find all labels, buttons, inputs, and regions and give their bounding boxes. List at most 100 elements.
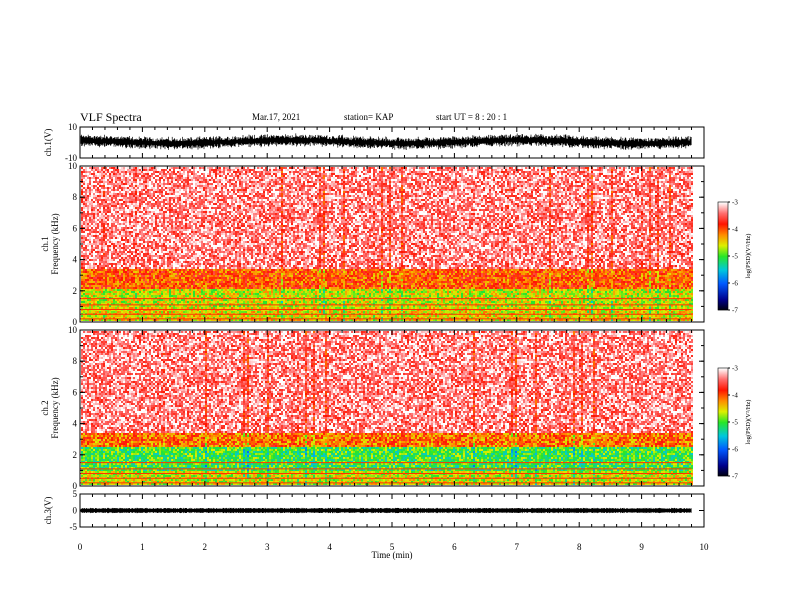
- psd-cell: [83, 263, 85, 265]
- psd-cell: [175, 215, 177, 217]
- psd-cell: [167, 275, 169, 277]
- psd-cell: [109, 261, 111, 263]
- psd-cell: [161, 287, 163, 289]
- psd-cell: [165, 243, 167, 245]
- psd-cell: [169, 189, 171, 191]
- psd-cell: [125, 169, 127, 171]
- psd-cell: [153, 247, 155, 249]
- psd-cell: [175, 319, 177, 321]
- psd-cell: [163, 297, 165, 299]
- psd-cell: [157, 237, 159, 239]
- psd-cell: [183, 199, 185, 201]
- psd-cell: [177, 207, 179, 209]
- psd-cell: [117, 239, 119, 241]
- psd-cell: [201, 289, 203, 291]
- psd-cell: [83, 267, 85, 269]
- psd-cell: [109, 191, 111, 193]
- psd-cell: [201, 273, 203, 275]
- psd-cell: [139, 187, 141, 189]
- psd-cell: [91, 279, 93, 281]
- psd-cell: [137, 303, 139, 305]
- psd-cell: [165, 303, 167, 305]
- psd-cell: [143, 231, 145, 233]
- psd-cell: [113, 235, 115, 237]
- psd-cell: [163, 277, 165, 279]
- psd-cell: [117, 177, 119, 179]
- psd-cell: [199, 209, 201, 211]
- psd-cell: [149, 305, 151, 307]
- psd-cell: [81, 241, 83, 243]
- psd-cell: [85, 183, 87, 185]
- psd-cell: [203, 319, 205, 321]
- psd-cell: [101, 221, 103, 223]
- psd-cell: [175, 205, 177, 207]
- psd-cell: [155, 253, 157, 255]
- psd-cell: [127, 285, 129, 287]
- psd-cell: [137, 195, 139, 197]
- psd-cell: [91, 169, 93, 171]
- psd-cell: [163, 217, 165, 219]
- psd-cell: [177, 195, 179, 197]
- psd-cell: [83, 307, 85, 309]
- psd-cell: [187, 307, 189, 309]
- psd-cell: [183, 213, 185, 215]
- psd-cell: [143, 263, 145, 265]
- psd-cell: [85, 307, 87, 309]
- psd-cell: [93, 273, 95, 275]
- psd-cell: [107, 269, 109, 271]
- psd-cell: [129, 229, 131, 231]
- psd-cell: [97, 223, 99, 225]
- psd-cell: [101, 177, 103, 179]
- psd-cell: [205, 185, 207, 187]
- psd-cell: [187, 315, 189, 317]
- psd-cell: [109, 171, 111, 173]
- psd-cell: [149, 281, 151, 283]
- psd-cell: [159, 271, 161, 273]
- psd-cell: [135, 209, 137, 211]
- psd-cell: [105, 197, 107, 199]
- psd-cell: [81, 233, 83, 235]
- psd-cell: [179, 303, 181, 305]
- psd-cell: [201, 261, 203, 263]
- psd-cell: [121, 245, 123, 247]
- psd-cell: [119, 253, 121, 255]
- psd-cell: [91, 287, 93, 289]
- psd-cell: [83, 295, 85, 297]
- psd-cell: [155, 265, 157, 267]
- psd-cell: [109, 265, 111, 267]
- psd-cell: [121, 279, 123, 281]
- psd-cell: [133, 249, 135, 251]
- psd-cell: [99, 197, 101, 199]
- psd-cell: [169, 209, 171, 211]
- psd-cell: [153, 225, 155, 227]
- psd-cell: [129, 281, 131, 283]
- psd-cell: [193, 169, 195, 171]
- psd-cell: [127, 291, 129, 293]
- psd-cell: [157, 253, 159, 255]
- psd-cell: [133, 201, 135, 203]
- psd-cell: [171, 209, 173, 211]
- psd-cell: [189, 187, 191, 189]
- psd-cell: [137, 315, 139, 317]
- psd-cell: [97, 195, 99, 197]
- psd-cell: [155, 233, 157, 235]
- psd-cell: [81, 217, 83, 219]
- psd-cell: [197, 287, 199, 289]
- psd-cell: [101, 291, 103, 293]
- psd-cell: [151, 303, 153, 305]
- psd-cell: [117, 287, 119, 289]
- psd-cell: [93, 253, 95, 255]
- psd-cell: [169, 241, 171, 243]
- psd-cell: [161, 195, 163, 197]
- psd-cell: [83, 193, 85, 195]
- psd-cell: [133, 251, 135, 253]
- psd-cell: [179, 275, 181, 277]
- psd-cell: [139, 237, 141, 239]
- psd-cell: [173, 259, 175, 261]
- psd-cell: [107, 271, 109, 273]
- psd-cell: [191, 237, 193, 239]
- psd-cell: [95, 205, 97, 207]
- psd-cell: [189, 247, 191, 249]
- psd-cell: [171, 189, 173, 191]
- psd-cell: [117, 167, 119, 169]
